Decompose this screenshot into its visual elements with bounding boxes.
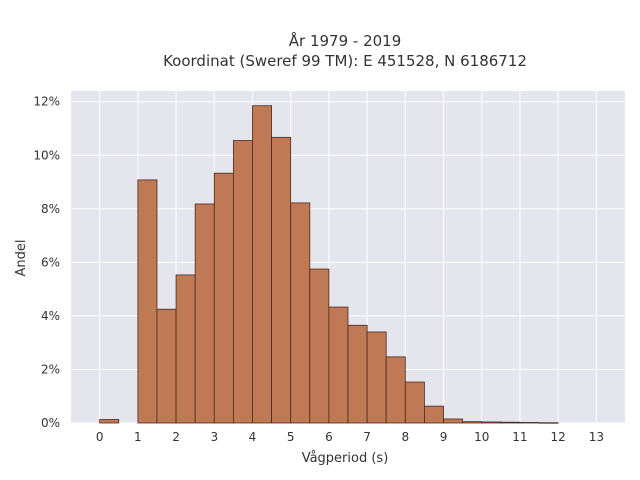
x-tick-label: 1 (134, 430, 142, 444)
y-tick-label: 4% (41, 309, 60, 323)
histogram-bar (175, 274, 196, 424)
histogram-bar (424, 405, 444, 424)
histogram-bar (481, 421, 502, 424)
histogram-bar (404, 381, 425, 424)
bars-group (99, 105, 559, 424)
x-tick-label: 8 (401, 430, 409, 444)
histogram-bar (443, 418, 464, 424)
x-tick-label: 6 (325, 430, 333, 444)
histogram-bar (290, 202, 311, 424)
x-tick-label: 9 (440, 430, 448, 444)
histogram-bar (500, 421, 521, 424)
x-tick-label: 3 (210, 430, 218, 444)
y-axis-label: Andel (14, 240, 29, 277)
x-tick-label: 13 (589, 430, 604, 444)
y-tick-label: 0% (41, 416, 60, 430)
y-tick-label: 8% (41, 202, 60, 216)
x-tick-label: 2 (172, 430, 180, 444)
y-tick-label: 2% (41, 362, 60, 376)
histogram-bar (385, 356, 406, 424)
histogram-bar (271, 136, 292, 424)
histogram-bar (328, 306, 349, 424)
histogram-bar (194, 203, 215, 424)
histogram-bar (232, 140, 253, 424)
x-tick-label: 5 (287, 430, 295, 444)
x-axis-label: Vågperiod (s) (302, 451, 389, 466)
histogram-bar (347, 324, 368, 424)
histogram-bar (366, 331, 387, 424)
histogram-bar (156, 308, 177, 424)
y-tick-label: 12% (33, 95, 60, 109)
chart-title: År 1979 - 2019 (289, 31, 402, 50)
histogram-bar (519, 422, 540, 424)
histogram-bar (213, 172, 234, 424)
x-tick-label: 0 (96, 430, 104, 444)
x-tick-label: 12 (550, 430, 565, 444)
x-tick-label: 7 (363, 430, 371, 444)
histogram-bar (538, 422, 559, 424)
y-tick-label: 6% (41, 255, 60, 269)
x-tick-label: 10 (474, 430, 489, 444)
histogram-bar (462, 421, 483, 424)
histogram-bar (309, 268, 330, 424)
x-tick-label: 4 (249, 430, 257, 444)
y-tick-labels: 0% 2% 4% 6% 8% 10% 12% (33, 95, 60, 430)
histogram-bar (137, 179, 158, 424)
x-tick-labels: 0 1 2 3 4 5 6 7 8 9 10 11 12 13 (96, 430, 604, 444)
x-tick-label: 11 (512, 430, 527, 444)
y-tick-label: 10% (33, 148, 60, 162)
histogram-bar (252, 105, 272, 424)
chart-subtitle: Koordinat (Sweref 99 TM): E 451528, N 61… (163, 52, 527, 70)
histogram-bar (99, 419, 120, 424)
